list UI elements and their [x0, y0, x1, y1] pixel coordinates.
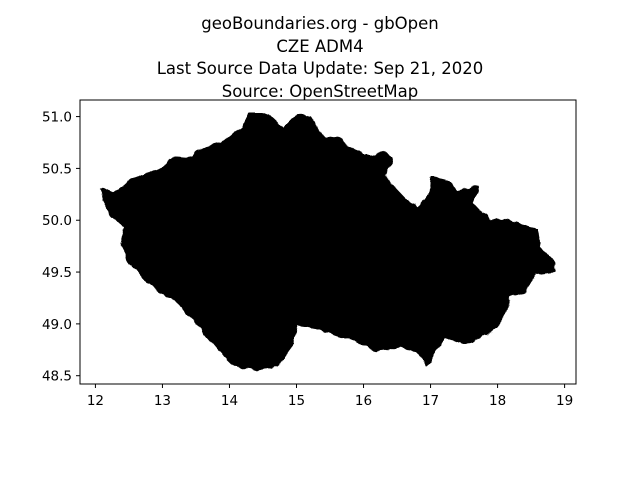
title-line-1: geoBoundaries.org - gbOpen: [201, 14, 439, 33]
x-tick-label: 18: [489, 393, 506, 409]
map-title: geoBoundaries.org - gbOpen CZE ADM4 Last…: [0, 13, 640, 103]
country-boundaries: [99, 112, 556, 371]
y-tick-label: 51.0: [42, 110, 72, 126]
title-line-3: Last Source Data Update: Sep 21, 2020: [156, 59, 484, 78]
x-tick-label: 14: [221, 393, 238, 409]
x-axis: 12 13 14 15 16 17 18 19: [87, 384, 573, 409]
country-shape: [99, 112, 556, 371]
x-tick-label: 17: [422, 393, 439, 409]
title-line-4: Source: OpenStreetMap: [221, 81, 419, 101]
y-tick-label: 50.0: [42, 213, 72, 229]
x-tick-label: 19: [556, 393, 573, 409]
x-tick-label: 12: [87, 393, 104, 409]
x-tick-label: 13: [154, 393, 171, 409]
x-tick-label: 15: [288, 393, 305, 409]
y-tick-label: 48.5: [42, 369, 72, 385]
axes-frame: [79, 99, 577, 385]
y-tick-label: 49.0: [42, 317, 72, 333]
y-axis: 48.5 49.0 49.5 50.0 50.5 51.0: [42, 110, 80, 385]
y-tick-label: 49.5: [42, 265, 72, 281]
title-line-2: CZE ADM4: [276, 36, 364, 56]
x-tick-label: 16: [355, 393, 372, 409]
y-tick-label: 50.5: [42, 161, 72, 177]
